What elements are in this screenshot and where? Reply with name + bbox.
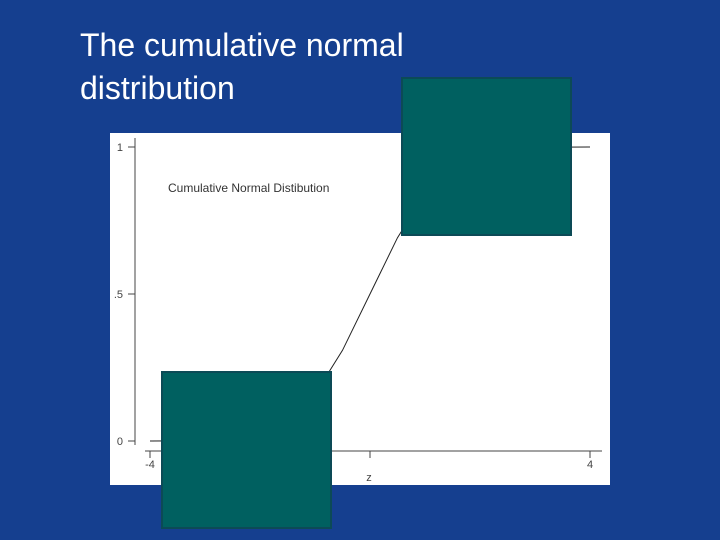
y-tick-label: .5: [114, 289, 123, 301]
chart-title: Cumulative Normal Distibution: [168, 181, 329, 195]
slide-title-line-1: The cumulative normal: [80, 27, 404, 63]
x-tick-label: 4: [587, 459, 593, 471]
overlay-box-bottom: [161, 371, 332, 529]
x-ticks: -4 4: [145, 451, 593, 471]
overlay-box-top: [401, 77, 572, 236]
x-tick-label: -4: [145, 459, 155, 471]
slide-title-line-2: distribution: [80, 70, 235, 106]
y-ticks: 0.51: [114, 142, 135, 448]
y-tick-label: 1: [117, 142, 123, 154]
y-tick-label: 0: [117, 436, 123, 448]
x-axis-label: z: [366, 472, 372, 484]
slide-title: The cumulative normal distribution: [80, 24, 540, 110]
